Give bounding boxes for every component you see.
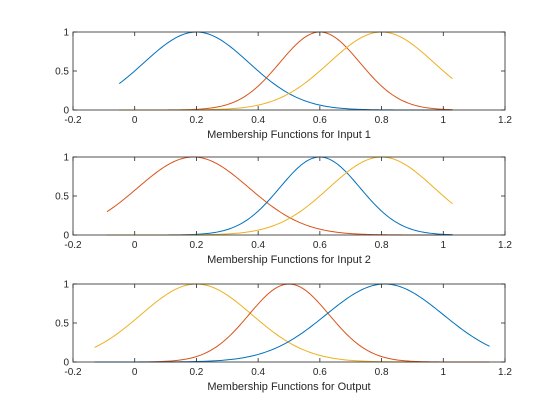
x-tick-label: 0.6 bbox=[313, 115, 327, 126]
y-tick-label: 1 bbox=[63, 280, 69, 291]
x-tick-label: 0.2 bbox=[189, 367, 203, 378]
x-tick-label: 0.4 bbox=[251, 115, 265, 126]
subplot-input-1: -0.2 0 0.2 0.4 0.6 0.8 1 1.200.51 Membership Fu… bbox=[55, 28, 512, 142]
y-tick-label: 0 bbox=[63, 106, 69, 117]
x-tick-label: 1 bbox=[441, 240, 447, 251]
x-tick-label: 0.2 bbox=[189, 240, 203, 251]
xlabel-input-2: Membership Functions for Input 2 bbox=[207, 254, 371, 266]
subplot-input-2: -0.2 0 0.2 0.4 0.6 0.8 1 1.200.51 Membership Fu… bbox=[55, 153, 512, 267]
x-tick-label: 1.2 bbox=[498, 367, 512, 378]
x-tick-label: 1.2 bbox=[498, 115, 512, 126]
x-tick-label: 0.6 bbox=[313, 240, 327, 251]
y-tick-label: 0 bbox=[63, 231, 69, 242]
x-tick-label: -0.2 bbox=[64, 367, 82, 378]
x-tick-label: 1.2 bbox=[498, 240, 512, 251]
x-tick-label: 1 bbox=[441, 367, 447, 378]
y-tick-label: 1 bbox=[63, 28, 69, 39]
x-tick-label: 0.8 bbox=[375, 367, 389, 378]
y-tick-label: 1 bbox=[63, 153, 69, 164]
x-tick-label: 0.8 bbox=[375, 115, 389, 126]
x-tick-label: 0.4 bbox=[251, 240, 265, 251]
subplot-output: -0.2 0 0.2 0.4 0.6 0.8 1 1.200.51 Membership Fu… bbox=[55, 280, 512, 394]
y-tick-label: 0.5 bbox=[55, 319, 69, 330]
xlabel-output: Membership Functions for Output bbox=[207, 381, 370, 393]
x-tick-label: 0 bbox=[132, 115, 138, 126]
y-tick-label: 0.5 bbox=[55, 67, 69, 78]
y-tick-label: 0 bbox=[63, 358, 69, 369]
x-tick-label: 0 bbox=[132, 367, 138, 378]
x-tick-label: 0.2 bbox=[189, 115, 203, 126]
xlabel-input-1: Membership Functions for Input 1 bbox=[207, 129, 371, 141]
ticks-input-1: -0.2 0 0.2 0.4 0.6 0.8 1 1.200.51 bbox=[55, 28, 512, 127]
x-tick-label: -0.2 bbox=[64, 240, 82, 251]
ticks-input-2: -0.2 0 0.2 0.4 0.6 0.8 1 1.200.51 bbox=[55, 153, 512, 252]
x-tick-label: 0.6 bbox=[313, 367, 327, 378]
ticks-output: -0.2 0 0.2 0.4 0.6 0.8 1 1.200.51 bbox=[55, 280, 512, 379]
x-tick-label: 0.8 bbox=[375, 240, 389, 251]
x-tick-label: 0 bbox=[132, 240, 138, 251]
x-tick-label: 0.4 bbox=[251, 367, 265, 378]
y-tick-label: 0.5 bbox=[55, 192, 69, 203]
x-tick-label: -0.2 bbox=[64, 115, 82, 126]
x-tick-label: 1 bbox=[441, 115, 447, 126]
